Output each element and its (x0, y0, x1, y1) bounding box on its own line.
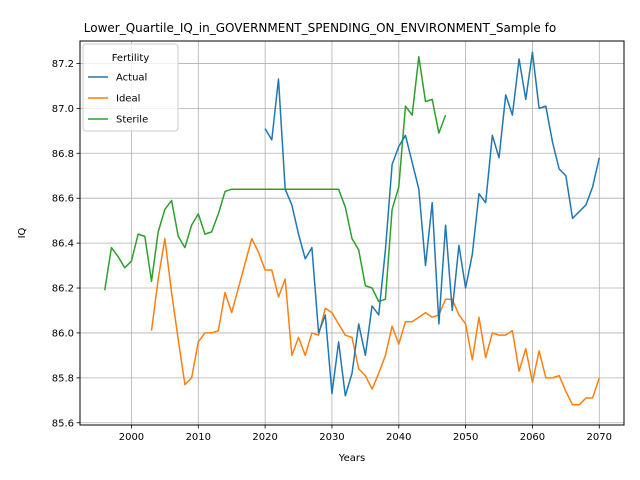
x-tick-label: 2030 (319, 432, 344, 443)
y-tick-label: 87.0 (52, 104, 74, 115)
y-tick-label: 85.6 (52, 418, 74, 429)
y-tick-label: 86.8 (52, 149, 74, 160)
x-tick-label: 2070 (587, 432, 612, 443)
x-axis: 2000 2010 2020 2030 2040 2050 2060 2070 (119, 425, 612, 443)
x-tick-label: 2020 (252, 432, 277, 443)
legend-label-sterile: Sterile (116, 115, 148, 126)
y-axis-label: IQ (17, 227, 28, 238)
x-axis-label: Years (338, 453, 365, 464)
chart-title: Lower_Quartile_IQ_in_GOVERNMENT_SPENDING… (84, 21, 556, 35)
legend-label-ideal: Ideal (116, 94, 140, 105)
y-tick-label: 86.2 (52, 284, 74, 295)
y-tick-label: 86.6 (52, 194, 74, 205)
series-line-actual (264, 51, 601, 397)
x-tick-label: 2060 (520, 432, 545, 443)
y-tick-label: 85.8 (52, 373, 74, 384)
y-tick-label: 86.0 (52, 328, 74, 339)
legend-title: Fertility (112, 53, 150, 64)
plot-frame (79, 40, 625, 426)
y-tick-label: 86.4 (52, 239, 74, 250)
plot-series (103, 51, 601, 406)
legend-label-actual: Actual (116, 73, 147, 84)
series-line-sterile (103, 55, 447, 303)
x-tick-label: 2050 (453, 432, 478, 443)
series-line-ideal (150, 237, 600, 406)
legend-box (82, 43, 179, 132)
legend: Fertility Actual Ideal Sterile (82, 43, 179, 132)
x-tick-label: 2000 (119, 432, 144, 443)
x-tick-label: 2010 (186, 432, 211, 443)
x-tick-label: 2040 (386, 432, 411, 443)
y-tick-label: 87.2 (52, 59, 74, 70)
y-axis: 85.6 85.8 86.0 86.2 86.4 86.6 86.8 87.0 87.2 (52, 59, 80, 429)
